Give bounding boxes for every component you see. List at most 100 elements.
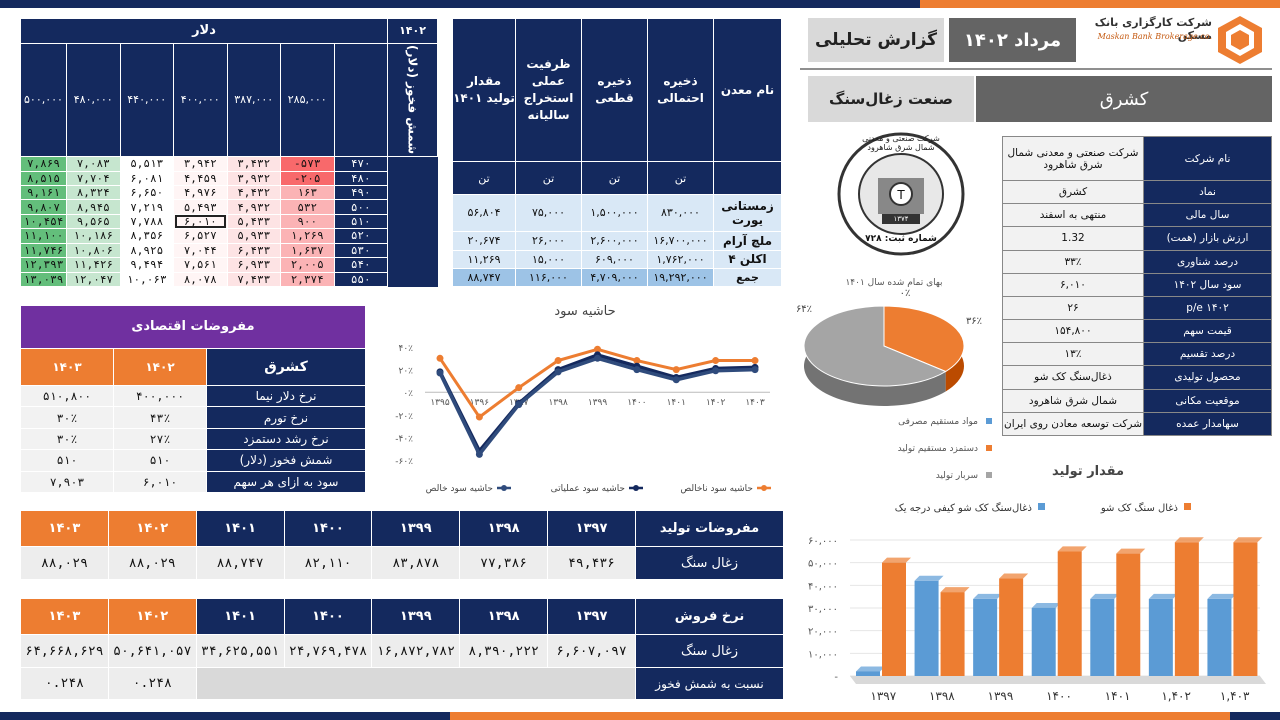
mine-name: اکلن ۴ xyxy=(713,249,782,270)
sensitivity-cell: ۴,۴۳۲ xyxy=(226,184,281,201)
sensitivity-cell: ۱۳,۰۳۹ xyxy=(20,271,67,288)
company-key: ارزش بازار (همت) xyxy=(1143,226,1272,251)
sensitivity-cell: ۹۰۰ xyxy=(280,213,335,230)
sensitivity-cell: ۶,۶۵۰ xyxy=(119,184,174,201)
svg-text:T: T xyxy=(896,188,905,202)
margin-point xyxy=(712,357,720,365)
sensitivity-cell: ۵,۵۱۳ xyxy=(119,156,174,172)
brand-logo-icon xyxy=(1216,14,1264,66)
pie-legend-label: دستمزد مستقیم تولید xyxy=(898,444,978,454)
margin-point xyxy=(751,357,759,365)
mine-reserves-table: مقدار تولید ۱۴۰۱ ظرفیت عملی استخراج سالیا… xyxy=(452,17,782,287)
bar-ytick: ۳۰,۰۰۰ xyxy=(808,604,838,615)
bar-top xyxy=(914,575,944,581)
margin-point xyxy=(594,345,601,353)
company-value: ذغال‌سنگ کک شو xyxy=(1002,365,1144,390)
mine-col-header: مقدار تولید ۱۴۰۱ xyxy=(452,17,516,163)
mine-unit-cell: تن xyxy=(452,161,516,196)
sensitivity-cell: ۵۳۲ xyxy=(280,199,335,215)
bar xyxy=(1148,598,1173,676)
sensitivity-cell: ۸,۵۱۵ xyxy=(20,170,67,187)
sensitivity-cell: ۱,۲۶۹ xyxy=(280,228,335,244)
margin-point xyxy=(515,384,523,392)
bar-ytick: ۶۰,۰۰۰ xyxy=(808,536,838,547)
sensitivity-cell: ۹,۱۶۱ xyxy=(20,184,67,201)
pie-legend-label: مواد مستقیم مصرفی xyxy=(898,417,978,427)
sensitivity-cell: ۸,۳۲۴ xyxy=(66,184,121,201)
production-value: ۸۲,۱۱۰ xyxy=(283,546,373,580)
pie-legend-swatch xyxy=(986,418,992,424)
mine-cell: ۸۳۰,۰۰۰ xyxy=(647,194,714,232)
sensitivity-side-cell: شمش فخوز (دلار) xyxy=(387,42,438,158)
sensitivity-currency: دلار xyxy=(20,18,388,44)
bar-top xyxy=(940,587,970,593)
sensitivity-side-label: شمش فخوز (دلار) xyxy=(405,45,420,155)
company-value: شرکت صنعتی و معدنی شمال شرق شاهرود xyxy=(1002,136,1144,181)
sensitivity-cell: -۲۰۵ xyxy=(280,170,335,187)
assumptions-value: ۷,۹۰۳ xyxy=(20,470,114,494)
mine-cell: ۷۵,۰۰۰ xyxy=(515,194,582,232)
sensitivity-cell: ۱۱,۱۰۰ xyxy=(20,228,67,244)
mine-cell: ۱۵,۰۰۰ xyxy=(515,249,582,270)
sensitivity-row-label: ۵۲۰ xyxy=(333,228,388,244)
bar-xtick: ۱,۴۰۳ xyxy=(1220,689,1250,703)
mine-total-cell: ۸۸,۷۴۷ xyxy=(452,268,516,287)
production-volume-chart: مقدار تولید - ۱۰,۰۰۰ ۲۰,۰۰۰ ۳۰,۰۰۰ ۴۰,۰۰۰ ۵۰,… xyxy=(792,458,1274,710)
sensitivity-cell: ۴,۹۳۲ xyxy=(226,199,281,215)
bar xyxy=(1233,542,1258,676)
margin-ytick: -۴۰٪ xyxy=(395,434,413,444)
production-value: ۸۳,۸۷۸ xyxy=(371,546,461,580)
sensitivity-cell: ۱۰,۰۶۳ xyxy=(119,271,174,288)
assumptions-value: ۲۷٪ xyxy=(113,427,207,451)
bar xyxy=(1031,608,1056,676)
margin-point xyxy=(633,357,641,365)
production-value: ۸۸,۷۴۷ xyxy=(195,546,285,580)
price-title: نرخ فروش xyxy=(635,598,784,635)
report-type: گزارش تحلیلی xyxy=(808,18,944,62)
mine-unit-cell: تن xyxy=(515,161,582,196)
pie-slice xyxy=(803,305,947,387)
company-key: درصد شناوری xyxy=(1143,249,1272,274)
bar-xtick: ۱,۴۰۲ xyxy=(1161,689,1191,703)
bar-legend-swatch xyxy=(1184,503,1191,510)
margin-point xyxy=(672,366,680,374)
assumptions-value: ۴۳٪ xyxy=(113,406,207,429)
bar-ytick: ۲۰,۰۰۰ xyxy=(808,627,838,638)
production-value: ۴۹,۴۳۶ xyxy=(547,546,636,580)
price-ratio-blank xyxy=(195,667,637,700)
margin-ytick: ۴۰٪ xyxy=(398,344,413,354)
price-year: ۱۴۰۰ xyxy=(283,598,373,635)
margin-xtick: ۱۳۹۵ xyxy=(430,398,450,408)
margin-ytick: -۲۰٪ xyxy=(395,412,413,422)
mine-col-header: ظرفیت عملی استخراج سالیانه xyxy=(515,17,582,163)
price-year: ۱۴۰۳ xyxy=(20,598,109,635)
assumptions-key: نرخ رشد دستمزد xyxy=(206,427,366,451)
company-key: درصد تقسیم xyxy=(1143,342,1272,367)
margin-xtick: ۱۳۹۸ xyxy=(548,398,568,408)
company-key: محصول تولیدی xyxy=(1143,365,1272,390)
sensitivity-cell: ۹,۴۹۴ xyxy=(119,257,174,273)
sensitivity-col-header: ۴۰۰,۰۰۰ xyxy=(173,42,228,158)
sensitivity-cell: ۷,۷۰۴ xyxy=(66,170,121,187)
mine-cell: ۱,۵۰۰,۰۰۰ xyxy=(581,194,648,232)
production-title: مفروضات تولید xyxy=(635,510,784,547)
assumptions-corner: کشرق xyxy=(206,347,366,386)
sensitivity-cell: ۵,۴۳۳ xyxy=(226,213,281,230)
price-ratio-label: نسبت به شمش فخوز xyxy=(635,667,784,700)
bar-legend-label: ذغال‌سنگ کک شو کیفی درجه یک xyxy=(895,502,1032,514)
symbol-label: کشرق xyxy=(976,76,1272,122)
price-value: ۶۴,۶۶۸,۶۲۹ xyxy=(20,634,109,668)
seal-year: ۱۳۷۴ xyxy=(893,215,909,223)
company-key: سهامدار عمده xyxy=(1143,411,1272,437)
company-value: ۶,۰۱۰ xyxy=(1002,272,1144,297)
company-seal: T شرکت صنعتی و معدنی شمال شرق شاهرود ۱۳۷… xyxy=(812,130,990,258)
production-row-label: زغال سنگ xyxy=(635,546,784,580)
production-year: ۱۴۰۰ xyxy=(283,510,373,547)
bar xyxy=(973,598,998,676)
company-value: منتهی به اسفند xyxy=(1002,203,1144,228)
sensitivity-cell: ۷,۷۸۸ xyxy=(119,213,174,230)
mine-unit-cell: تن xyxy=(581,161,648,196)
mine-name: ملچ آرام xyxy=(713,230,782,251)
sensitivity-cell: ۸,۹۴۵ xyxy=(66,199,121,215)
sensitivity-cell: ۷,۴۳۳ xyxy=(226,271,281,288)
